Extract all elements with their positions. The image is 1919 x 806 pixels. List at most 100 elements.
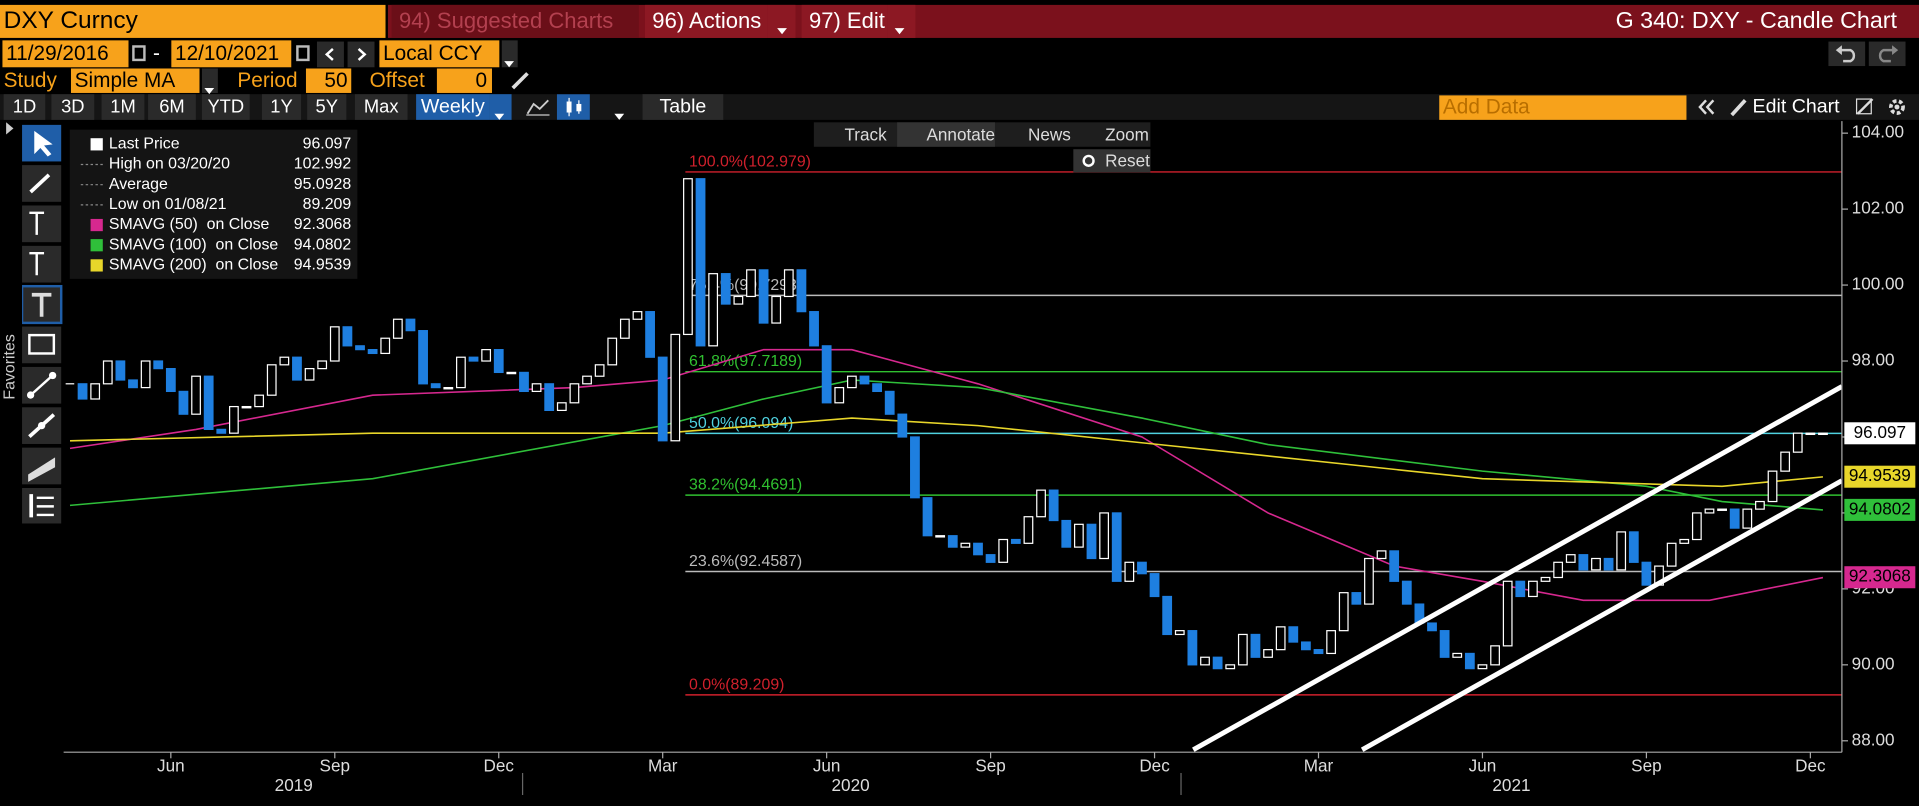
candle	[720, 273, 731, 305]
range-button[interactable]: 1Y	[261, 94, 302, 120]
candle	[1641, 561, 1652, 586]
candle	[859, 375, 870, 385]
candle	[821, 345, 832, 404]
candle	[1427, 622, 1437, 632]
candle	[443, 386, 454, 390]
legend-value: 102.992	[294, 156, 352, 173]
end-date[interactable]: 12/10/2021	[171, 40, 292, 68]
settings-icon[interactable]	[1885, 94, 1909, 120]
security-field[interactable]: DXY Curncy	[0, 4, 386, 38]
price-tag-label: 94.0802	[1849, 499, 1911, 518]
dollar-tool[interactable]	[22, 245, 62, 283]
calendar-icon[interactable]	[132, 45, 146, 62]
line-chart-icon[interactable]	[523, 94, 554, 120]
menu-actions-arrow[interactable]	[767, 4, 796, 38]
track-button[interactable]: Track	[844, 124, 887, 145]
currency-field[interactable]: Local CCY	[379, 40, 500, 68]
prev-button[interactable]	[316, 41, 344, 68]
candle	[1364, 557, 1374, 605]
offset-label: Offset	[369, 68, 425, 92]
candle	[670, 333, 681, 442]
zoom-button[interactable]: Zoom	[1105, 124, 1149, 145]
candle	[1818, 432, 1828, 436]
table-button[interactable]: Table	[642, 94, 724, 120]
range-button[interactable]: Max	[354, 94, 408, 120]
study-dropdown[interactable]	[201, 68, 218, 95]
rectangle-tool[interactable]	[22, 326, 62, 364]
calendar-icon[interactable]	[296, 45, 310, 62]
pencil-icon[interactable]	[507, 68, 534, 92]
candle	[1073, 523, 1084, 548]
candle	[468, 356, 479, 362]
candle	[140, 360, 151, 389]
candle	[304, 368, 315, 381]
candle-chart-icon[interactable]	[556, 94, 590, 120]
add-data-field[interactable]: Add Data	[1439, 95, 1687, 120]
legend-value: 94.0802	[294, 236, 352, 253]
reset-label: Reset	[1105, 150, 1150, 171]
candle	[1401, 580, 1412, 605]
candle	[493, 349, 504, 374]
y-tick-label: 88.00	[1852, 730, 1895, 749]
menu-edit[interactable]: 97) Edit	[801, 4, 888, 38]
menu-actions[interactable]: 96) Actions	[644, 4, 768, 38]
range-button[interactable]: 6M	[148, 94, 196, 120]
range-button[interactable]: YTD	[201, 94, 250, 120]
chevron-right	[357, 48, 367, 61]
x-tick-label: Mar	[648, 756, 678, 775]
range-button[interactable]: 1D	[3, 94, 46, 120]
candle	[998, 538, 1009, 563]
reset-button[interactable]: Reset	[1073, 149, 1151, 173]
candle	[1565, 554, 1576, 563]
range-button[interactable]: 5Y	[307, 94, 347, 120]
fib-label: 61.8%(97.7189)	[689, 353, 802, 370]
year-label: 2020	[832, 776, 870, 795]
candle	[77, 383, 88, 400]
range-button[interactable]: 3D	[51, 94, 95, 120]
frequency-field[interactable]: Weekly	[416, 94, 490, 120]
candle	[645, 311, 655, 358]
percent-tool[interactable]	[22, 205, 62, 243]
redo-button[interactable]	[1868, 41, 1906, 67]
news-button[interactable]: News	[1028, 124, 1071, 145]
range-button[interactable]: 1M	[101, 94, 145, 120]
candle	[1805, 432, 1816, 436]
candle	[1528, 580, 1538, 598]
offset-field[interactable]: 0	[436, 68, 492, 93]
start-date[interactable]: 11/29/2016	[2, 40, 129, 68]
candle	[1187, 630, 1198, 666]
menu-suggested-charts[interactable]: 94) Suggested Charts	[391, 4, 639, 38]
annotate-button[interactable]: Annotate	[897, 122, 995, 147]
candle	[1048, 489, 1059, 522]
study-type[interactable]: Simple MA	[70, 68, 200, 93]
expand-arrow[interactable]	[6, 122, 14, 135]
next-button[interactable]	[347, 41, 375, 68]
edit-chart-button[interactable]: Edit Chart	[1752, 96, 1840, 118]
chart-type-dropdown[interactable]	[608, 94, 630, 120]
favorites-tab[interactable]: Favorites	[0, 318, 20, 416]
currency-dropdown[interactable]	[501, 40, 518, 68]
drawing-tools	[22, 124, 63, 524]
pencil-icon[interactable]	[1726, 94, 1753, 120]
moving-average	[69, 348, 1824, 602]
candle	[355, 345, 365, 351]
undo-button[interactable]	[1828, 41, 1866, 67]
ruler-icon[interactable]	[1853, 94, 1877, 120]
candle	[1666, 542, 1677, 567]
candle	[594, 364, 605, 377]
legend-swatch	[90, 138, 103, 151]
candle	[266, 364, 277, 396]
legend-label: SMAVG (50) on Close	[109, 216, 270, 233]
candle	[342, 326, 353, 347]
collapse-icon[interactable]	[1694, 94, 1721, 120]
price-tag-label: 94.9539	[1849, 466, 1911, 485]
favorites-label: Favorites	[0, 334, 19, 400]
candle	[1086, 523, 1097, 560]
menu-edit-arrow[interactable]	[887, 4, 916, 38]
frequency-dropdown[interactable]	[489, 94, 512, 120]
candle	[191, 375, 201, 415]
candle	[329, 326, 340, 362]
period-field[interactable]: 50	[305, 68, 352, 93]
candle	[1591, 557, 1601, 571]
candle	[102, 360, 113, 385]
